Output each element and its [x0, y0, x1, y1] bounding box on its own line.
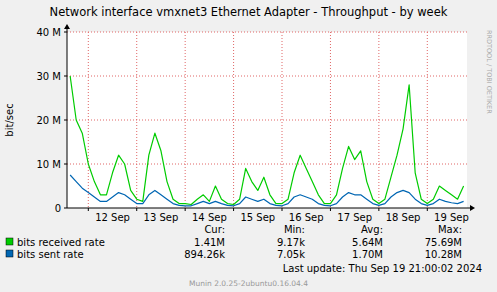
grid-line — [67, 76, 467, 77]
stat-value: 7.05k — [277, 249, 305, 260]
tick-label: 20 M — [36, 115, 61, 126]
grid-line — [378, 32, 379, 208]
grid-line — [67, 164, 467, 165]
legend-label: bits received rate — [17, 237, 105, 248]
stat-value: 1.41M — [194, 237, 225, 248]
y-axis-arrow — [64, 24, 70, 29]
tick-label: 13 Sep — [144, 212, 179, 223]
y-axis — [67, 27, 68, 208]
background — [0, 0, 497, 292]
footer: Munin 2.0.25-2ubuntu0.16.04.4 — [189, 279, 308, 288]
tick-label: 30 M — [36, 71, 61, 82]
tick-label: 40 M — [36, 27, 61, 38]
x-axis — [67, 208, 472, 209]
stat-header: Min: — [284, 224, 305, 235]
grid-line — [67, 120, 467, 121]
stat-value: 75.69M — [425, 237, 462, 248]
grid-line — [67, 32, 467, 33]
stat-value: 1.70M — [352, 249, 383, 260]
y-label: bit/sec — [4, 103, 15, 136]
series-group — [70, 76, 463, 206]
series-line — [70, 175, 463, 206]
x-axis-arrow — [470, 205, 475, 211]
grid-line — [427, 32, 428, 208]
stat-header: Cur: — [204, 224, 225, 235]
tick-label: 16 Sep — [289, 212, 324, 223]
legend-label: bits sent rate — [17, 249, 84, 260]
grid-line — [330, 32, 331, 208]
tick-label: 19 Sep — [434, 212, 469, 223]
tick-label: 12 Sep — [95, 212, 130, 223]
grid-line — [136, 32, 137, 208]
stat-value: 10.28M — [425, 249, 462, 260]
grid-line — [88, 32, 89, 208]
tick-label: 17 Sep — [337, 212, 372, 223]
last-update: Last update: Thu Sep 19 21:00:02 2024 — [283, 263, 482, 274]
title: Network interface vmxnet3 Ethernet Adapt… — [50, 5, 448, 19]
tick-label: 0 — [55, 203, 61, 214]
stat-value: 894.26k — [184, 249, 225, 260]
legend-swatch — [6, 238, 13, 245]
plot-area — [67, 32, 467, 208]
grid-line — [282, 32, 283, 208]
legend-swatch — [6, 250, 13, 257]
watermark: RRDTOOL / TOBI OETIKER — [485, 30, 493, 114]
tick-label: 15 Sep — [240, 212, 275, 223]
grid-line — [185, 32, 186, 208]
tick-label: 18 Sep — [386, 212, 421, 223]
stat-header: Avg: — [361, 224, 383, 235]
stat-value: 9.17k — [277, 237, 305, 248]
tick-label: 10 M — [36, 159, 61, 170]
stat-value: 5.64M — [352, 237, 383, 248]
tick-label: 14 Sep — [192, 212, 227, 223]
chart: Network interface vmxnet3 Ethernet Adapt… — [0, 0, 497, 292]
stat-header: Max: — [438, 224, 462, 235]
series-line — [70, 76, 463, 204]
grid-line — [233, 32, 234, 208]
